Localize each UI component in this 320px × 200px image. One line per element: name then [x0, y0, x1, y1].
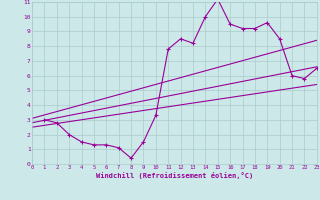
X-axis label: Windchill (Refroidissement éolien,°C): Windchill (Refroidissement éolien,°C) [96, 172, 253, 179]
